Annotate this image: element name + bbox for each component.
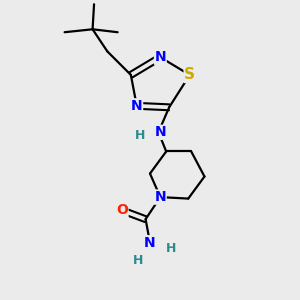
Text: N: N [154,50,166,64]
Text: H: H [133,254,143,267]
Text: O: O [116,203,128,218]
Text: S: S [184,68,195,82]
Text: H: H [134,129,145,142]
Text: N: N [144,236,156,250]
Text: N: N [154,190,166,204]
Text: N: N [131,99,142,113]
Text: N: N [154,125,166,139]
Text: H: H [165,242,176,255]
